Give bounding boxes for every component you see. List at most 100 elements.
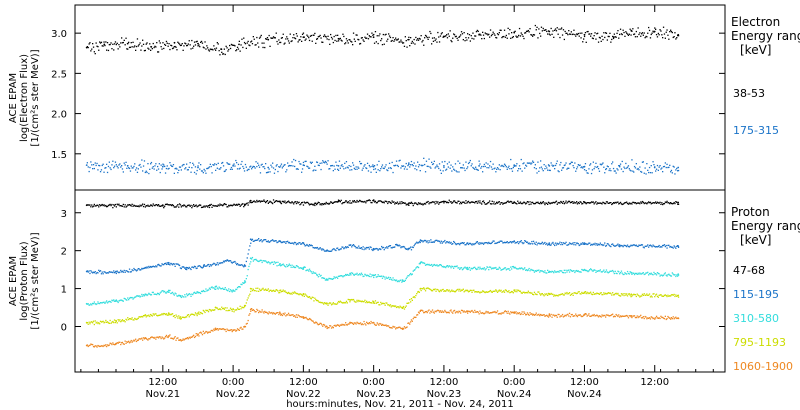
proton-data-point — [179, 204, 182, 206]
proton-data-point — [537, 291, 539, 293]
proton-data-point — [631, 316, 633, 319]
electron-data-point — [437, 166, 439, 168]
electron-data-point — [662, 166, 665, 168]
proton-data-point — [642, 246, 644, 248]
proton-data-point — [345, 200, 348, 202]
electron-data-point — [632, 28, 634, 30]
electron-data-point — [410, 164, 412, 166]
proton-data-point — [301, 294, 303, 296]
proton-data-point — [551, 270, 553, 272]
proton-data-point — [380, 301, 382, 304]
electron-data-point — [164, 43, 166, 46]
proton-data-point — [459, 203, 461, 205]
proton-data-point — [127, 271, 129, 273]
electron-data-point — [117, 167, 119, 169]
electron-data-point — [525, 32, 527, 34]
proton-data-point — [146, 338, 148, 340]
proton-data-point — [162, 264, 164, 266]
proton-data-point — [142, 316, 144, 318]
proton-data-point — [245, 260, 247, 263]
electron-data-point — [276, 40, 278, 43]
electron-data-point — [157, 165, 159, 168]
electron-data-point — [239, 167, 241, 169]
proton-data-point — [648, 202, 651, 204]
electron-data-point — [163, 164, 165, 166]
electron-data-point — [310, 34, 312, 37]
proton-data-point — [612, 203, 614, 205]
proton-data-point — [383, 324, 385, 326]
proton-data-point — [370, 246, 372, 249]
proton-data-point — [341, 302, 343, 304]
proton-data-point — [132, 319, 134, 321]
proton-data-point — [358, 322, 360, 325]
proton-data-point — [106, 345, 108, 348]
proton-data-point — [202, 330, 204, 332]
proton-data-point — [258, 238, 260, 240]
electron-data-point — [116, 165, 118, 168]
proton-data-point — [494, 310, 496, 313]
proton-data-point — [381, 201, 384, 204]
proton-data-point — [353, 274, 355, 276]
proton-data-point — [88, 270, 90, 272]
proton-data-point — [455, 202, 457, 204]
electron-data-point — [395, 37, 397, 39]
proton-data-point — [247, 253, 249, 255]
proton-data-point — [411, 246, 413, 248]
proton-data-point — [214, 309, 216, 311]
proton-data-point — [308, 245, 310, 247]
electron-data-point — [125, 161, 127, 163]
electron-data-point — [503, 29, 506, 31]
proton-data-point — [330, 278, 332, 280]
proton-data-point — [478, 291, 480, 293]
proton-data-point — [669, 295, 671, 297]
proton-data-point — [398, 326, 400, 328]
proton-anchor-point — [243, 203, 246, 206]
electron-data-point — [154, 165, 156, 167]
proton-data-point — [605, 201, 608, 203]
proton-data-point — [633, 272, 635, 274]
electron-data-point — [275, 165, 277, 167]
proton-data-point — [470, 289, 472, 292]
electron-data-point — [145, 43, 147, 45]
proton-data-point — [362, 201, 364, 203]
proton-data-point — [488, 269, 490, 271]
proton-data-point — [381, 201, 383, 203]
electron-data-point — [533, 167, 536, 169]
proton-data-point — [638, 295, 640, 297]
proton-data-point — [233, 290, 235, 292]
proton-data-point — [250, 201, 252, 204]
proton-data-point — [219, 328, 221, 330]
proton-data-point — [275, 261, 277, 264]
proton-data-point — [294, 201, 297, 203]
electron-data-point — [324, 160, 327, 163]
proton-data-point — [191, 313, 193, 315]
proton-data-point — [151, 291, 153, 294]
electron-data-point — [146, 42, 148, 44]
proton-data-point — [157, 337, 160, 339]
proton-data-point — [648, 317, 651, 319]
proton-data-point — [350, 274, 352, 276]
proton-data-point — [363, 275, 365, 277]
electron-data-point — [475, 166, 477, 168]
proton-data-point — [655, 274, 658, 276]
proton-data-point — [163, 263, 165, 266]
electron-data-point — [141, 45, 143, 47]
proton-data-point — [195, 333, 197, 335]
electron-data-point — [505, 166, 507, 168]
proton-data-point — [338, 200, 341, 202]
proton-data-point — [140, 338, 142, 340]
proton-anchor-point — [677, 201, 680, 204]
proton-data-point — [392, 325, 394, 328]
electron-data-point — [142, 39, 144, 41]
proton-data-point — [339, 300, 341, 302]
proton-data-point — [402, 246, 404, 248]
electron-data-point — [104, 44, 106, 47]
proton-data-point — [366, 200, 368, 202]
proton-data-point — [200, 266, 203, 269]
proton-data-point — [458, 267, 460, 269]
proton-data-point — [203, 264, 205, 266]
proton-data-point — [154, 204, 156, 207]
proton-data-point — [553, 243, 555, 245]
proton-data-point — [249, 313, 251, 315]
proton-data-point — [91, 343, 93, 346]
